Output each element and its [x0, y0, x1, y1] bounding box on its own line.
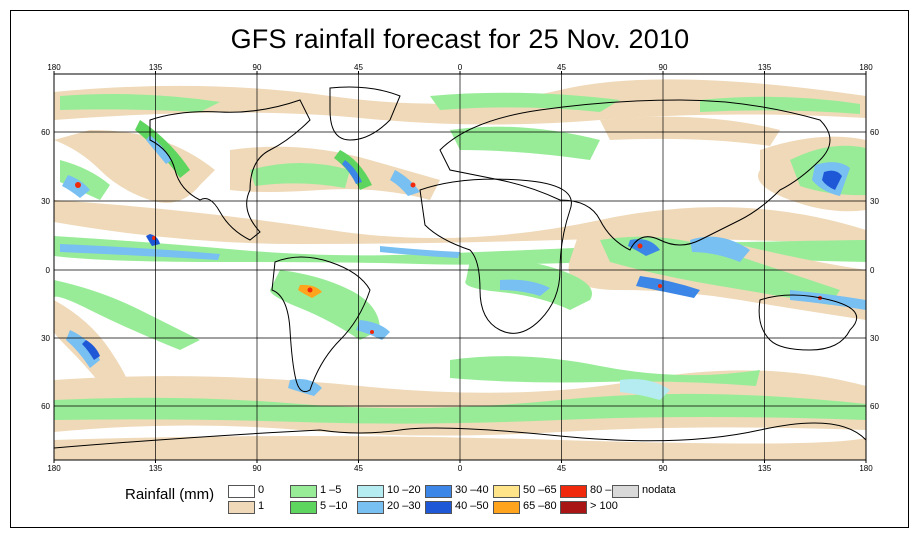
longitude-tick-label: 45 — [354, 63, 363, 72]
latitude-tick-label: 0 — [46, 266, 51, 275]
legend-label: 5 –10 — [320, 500, 348, 512]
longitude-tick-label: 0 — [458, 63, 463, 72]
legend-swatch — [560, 501, 587, 514]
longitude-tick-label: 135 — [149, 63, 163, 72]
longitude-tick-label: 90 — [659, 63, 668, 72]
longitude-labels-top: 180 135 90 45 0 45 90 135 180 — [47, 63, 873, 74]
longitude-tick-label: 180 — [859, 464, 873, 473]
longitude-tick-label: 135 — [758, 63, 772, 72]
legend-swatch — [228, 485, 255, 498]
longitude-tick-label: 45 — [557, 464, 566, 473]
map-title: GFS rainfall forecast for 25 Nov. 2010 — [230, 24, 690, 54]
latitude-tick-label: 0 — [870, 266, 875, 275]
latitude-tick-label: 30 — [870, 334, 879, 343]
legend-swatch — [290, 501, 317, 514]
longitude-tick-label: 135 — [149, 464, 163, 473]
legend-swatch — [357, 501, 384, 514]
legend-label: 65 –80 — [523, 500, 557, 512]
latitude-tick-label: 60 — [870, 402, 879, 411]
legend-swatch — [612, 485, 639, 498]
legend-label: nodata — [642, 484, 676, 496]
longitude-tick-label: 135 — [758, 464, 772, 473]
legend-label: 1 –5 — [320, 484, 342, 496]
longitude-tick-label: 90 — [253, 63, 262, 72]
legend-label: 0 — [258, 484, 265, 496]
latitude-labels-left: 60 30 0 30 60 — [41, 128, 50, 411]
legend-swatch — [357, 485, 384, 498]
figure-frame — [10, 10, 909, 528]
longitude-tick-label: 180 — [47, 464, 61, 473]
legend-label: 30 –40 — [455, 484, 489, 496]
graticule — [54, 74, 866, 460]
legend-swatch — [425, 501, 452, 514]
longitude-tick-label: 90 — [659, 464, 668, 473]
legend-swatch — [493, 485, 520, 498]
latitude-tick-label: 30 — [41, 334, 50, 343]
longitude-tick-label: 180 — [47, 63, 61, 72]
legend-label: 50 –65 — [523, 484, 557, 496]
latitude-labels-right: 60 30 0 30 60 — [870, 128, 879, 411]
legend-label: 20 –30 — [387, 500, 421, 512]
legend-label: 40 –50 — [455, 500, 489, 512]
longitude-tick-label: 45 — [557, 63, 566, 72]
legend-label: > 100 — [590, 500, 618, 512]
legend-swatch — [493, 501, 520, 514]
latitude-tick-label: 60 — [41, 128, 50, 137]
legend-title: Rainfall (mm) — [125, 486, 215, 503]
latitude-tick-label: 30 — [41, 197, 50, 206]
legend-label: 10 –20 — [387, 484, 421, 496]
legend-swatch — [560, 485, 587, 498]
latitude-tick-label: 30 — [870, 197, 879, 206]
longitude-tick-label: 45 — [354, 464, 363, 473]
latitude-tick-label: 60 — [41, 402, 50, 411]
coastlines — [54, 86, 866, 460]
longitude-tick-label: 90 — [253, 464, 262, 473]
legend-swatch — [228, 501, 255, 514]
legend-label: 1 — [258, 500, 265, 512]
latitude-tick-label: 60 — [870, 128, 879, 137]
legend-swatch — [290, 485, 317, 498]
longitude-labels-bottom: 180 135 90 45 0 45 90 135 180 — [47, 460, 873, 473]
legend-swatch — [425, 485, 452, 498]
longitude-tick-label: 0 — [458, 464, 463, 473]
longitude-tick-label: 180 — [859, 63, 873, 72]
